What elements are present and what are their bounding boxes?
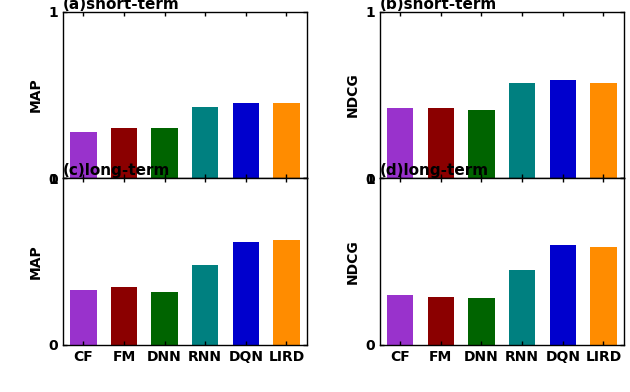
Text: (a)short-term: (a)short-term xyxy=(63,0,180,12)
Text: (b)short-term: (b)short-term xyxy=(380,0,497,12)
Bar xyxy=(273,240,300,345)
Bar xyxy=(468,298,495,345)
Bar xyxy=(111,129,137,178)
Bar xyxy=(428,109,454,178)
Y-axis label: NDCG: NDCG xyxy=(346,73,360,118)
Bar xyxy=(151,292,178,345)
Bar xyxy=(192,107,219,178)
Bar xyxy=(468,110,495,178)
Bar xyxy=(509,270,536,345)
Y-axis label: MAP: MAP xyxy=(29,244,43,279)
Text: (d)long-term: (d)long-term xyxy=(380,163,489,178)
Bar xyxy=(428,297,454,345)
Bar xyxy=(590,83,617,178)
Bar xyxy=(387,109,413,178)
Bar xyxy=(549,245,576,345)
Bar xyxy=(70,290,96,345)
Y-axis label: MAP: MAP xyxy=(29,78,43,113)
Bar xyxy=(273,103,300,178)
Bar xyxy=(387,295,413,345)
Bar xyxy=(232,241,259,345)
Bar xyxy=(151,129,178,178)
Bar xyxy=(111,287,137,345)
Bar xyxy=(232,103,259,178)
Text: (c)long-term: (c)long-term xyxy=(63,163,170,178)
Bar xyxy=(192,265,219,345)
Y-axis label: NDCG: NDCG xyxy=(346,239,360,284)
Bar xyxy=(590,247,617,345)
Bar xyxy=(509,83,536,178)
Bar xyxy=(70,132,96,178)
Bar xyxy=(549,80,576,178)
